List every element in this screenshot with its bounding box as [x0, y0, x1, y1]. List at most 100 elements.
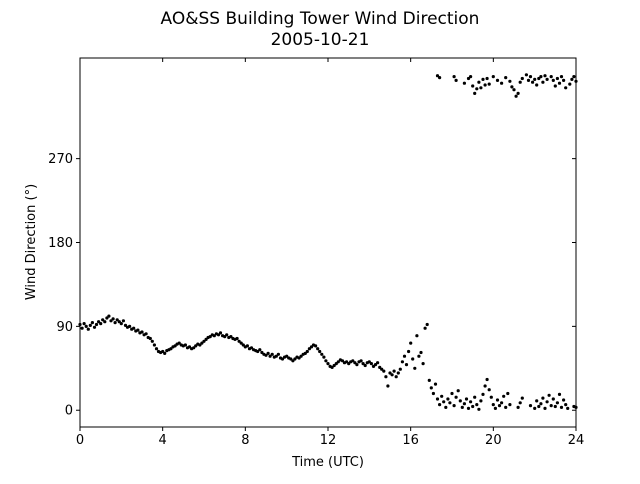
data-point [274, 354, 278, 358]
data-point [444, 405, 448, 409]
data-point [524, 73, 529, 77]
data-point [479, 399, 483, 403]
data-point [446, 397, 450, 401]
data-point [202, 339, 206, 343]
chart-subtitle: 2005-10-21 [271, 30, 370, 50]
data-point [128, 324, 132, 328]
data-point [473, 91, 477, 95]
data-point [528, 404, 533, 408]
data-point [417, 354, 421, 358]
axis-ticks: 0 4 8 12 16 20 24 0 90 180 270 [48, 58, 584, 448]
data-point [543, 406, 547, 410]
data-point [456, 389, 460, 393]
data-point [82, 322, 86, 326]
data-point [154, 347, 159, 351]
data-point [361, 362, 365, 366]
data-point [553, 404, 557, 409]
data-point [481, 392, 485, 396]
data-point [477, 80, 481, 84]
data-point [332, 363, 336, 368]
data-point [497, 404, 502, 408]
data-point [152, 343, 156, 347]
data-point [483, 83, 487, 87]
data-point [318, 349, 322, 354]
data-point [423, 326, 427, 330]
data-point [458, 399, 462, 403]
data-point [506, 391, 510, 396]
data-point [570, 77, 574, 81]
data-point [88, 323, 92, 327]
data-point [340, 359, 345, 363]
data-point [235, 336, 239, 341]
x-tick-label: 8 [241, 433, 249, 448]
data-point [487, 388, 491, 392]
data-point [94, 322, 99, 327]
data-point [555, 76, 560, 81]
data-point [512, 88, 516, 92]
data-point [504, 76, 508, 80]
data-point [539, 75, 543, 79]
data-point [97, 320, 101, 324]
data-point [557, 392, 562, 396]
data-point [326, 362, 330, 366]
data-point [307, 347, 311, 351]
data-point [150, 339, 154, 343]
data-point [427, 378, 431, 382]
data-point [508, 79, 512, 83]
data-point [256, 349, 260, 354]
data-point [264, 353, 268, 357]
data-point [359, 359, 363, 363]
data-point [539, 402, 543, 406]
data-point [299, 354, 303, 358]
data-point [309, 345, 314, 349]
data-point [520, 76, 524, 81]
data-point [382, 369, 386, 373]
data-point [518, 401, 522, 405]
data-point [537, 76, 541, 81]
data-point [442, 400, 446, 404]
data-point [557, 81, 562, 85]
data-point [547, 393, 551, 397]
data-point [549, 404, 553, 408]
data-point [115, 318, 119, 322]
data-point [316, 347, 320, 351]
data-point [485, 76, 489, 81]
data-point [425, 322, 429, 327]
data-point [481, 77, 485, 81]
data-point [479, 86, 483, 90]
data-point [469, 400, 473, 404]
data-point [541, 396, 545, 400]
data-point [551, 397, 555, 401]
data-point [471, 84, 475, 88]
data-point [533, 77, 537, 81]
data-point [421, 362, 425, 366]
data-point [280, 357, 285, 361]
data-point [409, 341, 413, 345]
data-point [101, 318, 105, 322]
data-point [413, 366, 417, 370]
data-point [429, 386, 433, 390]
data-point [475, 403, 479, 407]
data-point [92, 325, 97, 329]
data-point [119, 322, 123, 326]
data-point [533, 406, 537, 410]
data-point [464, 397, 469, 401]
data-point [518, 80, 522, 84]
data-point [249, 346, 254, 350]
data-point [411, 357, 415, 361]
data-point [535, 83, 539, 87]
data-point [473, 395, 477, 399]
data-point [376, 361, 380, 365]
data-point [551, 78, 555, 82]
data-point [351, 359, 355, 363]
data-point [568, 82, 572, 86]
data-point [508, 403, 512, 407]
data-point [293, 357, 297, 361]
data-point [276, 352, 280, 356]
data-point [555, 401, 560, 405]
data-point [537, 404, 541, 409]
data-point [435, 74, 440, 78]
data-point [163, 351, 167, 355]
data-point [400, 360, 404, 364]
data-point [314, 344, 318, 348]
